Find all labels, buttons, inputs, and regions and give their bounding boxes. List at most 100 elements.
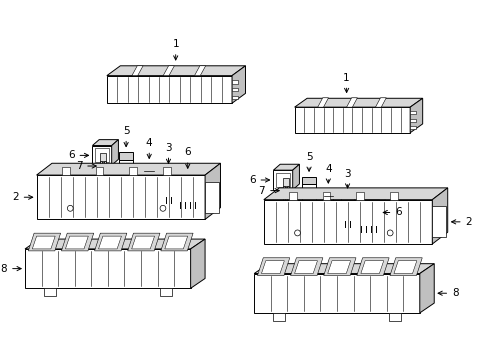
Polygon shape [61,233,94,251]
Polygon shape [254,274,419,313]
Polygon shape [44,288,56,296]
Polygon shape [25,239,204,249]
Polygon shape [261,261,284,274]
Polygon shape [283,178,288,186]
Text: 2: 2 [12,192,33,202]
Polygon shape [95,167,103,175]
Polygon shape [37,175,204,219]
Polygon shape [100,161,102,185]
Polygon shape [94,233,126,251]
Polygon shape [273,313,284,321]
Polygon shape [393,261,416,274]
Text: 6: 6 [184,148,191,168]
Polygon shape [175,166,179,197]
Polygon shape [127,233,160,251]
Polygon shape [25,249,190,288]
Polygon shape [356,258,388,275]
Polygon shape [286,186,288,210]
Polygon shape [100,153,106,161]
Polygon shape [431,188,447,244]
Polygon shape [232,88,237,91]
Text: 1: 1 [172,39,179,60]
Polygon shape [409,111,415,114]
Polygon shape [288,192,296,200]
Polygon shape [346,98,357,107]
Polygon shape [379,194,385,226]
Polygon shape [263,188,447,200]
Polygon shape [292,164,299,190]
Polygon shape [92,145,111,165]
Polygon shape [409,119,415,122]
Polygon shape [389,192,397,200]
Polygon shape [389,258,421,275]
Polygon shape [360,261,383,274]
Circle shape [160,205,165,211]
Polygon shape [190,239,204,288]
Polygon shape [273,170,292,190]
Text: 5: 5 [122,126,129,147]
Polygon shape [131,236,154,249]
Polygon shape [232,66,245,103]
Polygon shape [273,164,299,170]
Polygon shape [356,192,364,200]
Polygon shape [388,313,400,321]
Polygon shape [431,206,445,237]
Polygon shape [357,199,379,226]
Text: 8: 8 [437,288,458,298]
Text: 6: 6 [68,150,88,161]
Polygon shape [99,236,121,249]
Text: 4: 4 [325,164,331,183]
Text: 2: 2 [450,217,471,227]
Polygon shape [161,233,193,251]
Polygon shape [323,258,355,275]
Polygon shape [409,126,415,129]
Polygon shape [283,186,285,210]
Polygon shape [357,194,385,199]
Polygon shape [32,236,55,249]
Polygon shape [111,140,118,165]
Polygon shape [232,80,237,84]
Polygon shape [92,140,118,145]
Polygon shape [162,166,179,169]
Text: 6: 6 [383,207,401,217]
Polygon shape [354,191,357,221]
Circle shape [67,205,73,211]
Polygon shape [340,191,357,194]
Text: 3: 3 [165,143,171,163]
Polygon shape [290,258,322,275]
Polygon shape [107,66,245,76]
Polygon shape [132,66,143,76]
Polygon shape [322,192,330,200]
Polygon shape [129,167,137,175]
Polygon shape [163,66,174,76]
Polygon shape [302,177,315,184]
Polygon shape [163,167,170,175]
Text: 1: 1 [343,73,349,93]
Text: 5: 5 [305,152,312,171]
Polygon shape [340,194,354,221]
Polygon shape [294,98,422,107]
Polygon shape [294,107,409,133]
Polygon shape [119,152,133,160]
Polygon shape [104,161,106,185]
Polygon shape [323,196,332,216]
Polygon shape [107,76,232,103]
Polygon shape [144,164,154,171]
Polygon shape [204,163,220,219]
Polygon shape [204,182,218,213]
Text: 8: 8 [0,264,21,274]
Text: 6: 6 [248,175,269,185]
Text: 3: 3 [344,169,350,188]
Polygon shape [162,169,175,197]
Polygon shape [28,233,61,251]
Polygon shape [119,160,133,182]
Polygon shape [164,236,187,249]
Polygon shape [254,264,433,274]
Circle shape [386,230,392,236]
Polygon shape [65,236,88,249]
Polygon shape [263,200,431,244]
Circle shape [294,230,300,236]
Polygon shape [294,261,317,274]
Polygon shape [232,96,237,99]
Polygon shape [375,98,386,107]
